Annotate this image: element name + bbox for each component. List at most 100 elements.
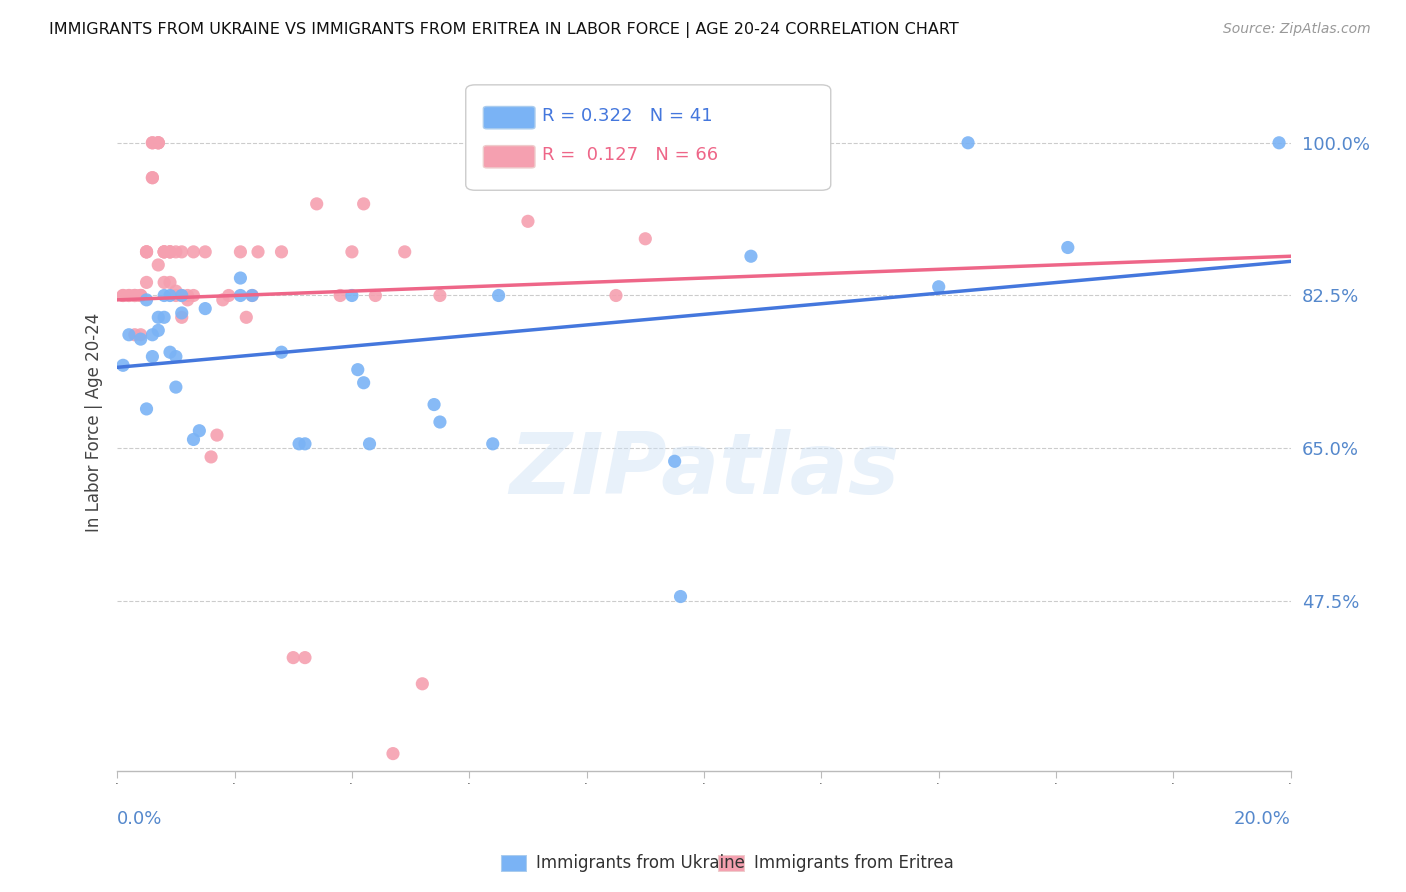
Point — [141, 327, 163, 342]
Point — [159, 244, 181, 259]
Point — [153, 244, 176, 259]
Point — [153, 288, 176, 302]
Point — [148, 136, 170, 150]
Point — [148, 136, 170, 150]
Point — [429, 415, 451, 429]
Point — [170, 288, 193, 302]
Point — [153, 276, 176, 290]
Point — [340, 244, 363, 259]
Point — [153, 244, 176, 259]
Point — [159, 276, 181, 290]
Point — [270, 244, 292, 259]
Point — [118, 288, 141, 302]
Point — [153, 310, 176, 325]
Point — [165, 284, 187, 298]
Point — [957, 136, 980, 150]
Point — [176, 293, 198, 307]
Point — [634, 232, 657, 246]
Point — [294, 650, 316, 665]
Text: R = 0.322   N = 41: R = 0.322 N = 41 — [543, 107, 713, 125]
Point — [200, 450, 222, 464]
Point — [112, 288, 135, 302]
FancyBboxPatch shape — [484, 106, 536, 128]
Point — [165, 244, 187, 259]
Point — [1268, 136, 1291, 150]
Point — [135, 244, 157, 259]
Point — [148, 258, 170, 272]
Point — [211, 293, 233, 307]
Text: R =  0.127   N = 66: R = 0.127 N = 66 — [543, 146, 718, 164]
Point — [141, 136, 163, 150]
Point — [124, 327, 146, 342]
Point — [165, 288, 187, 302]
Point — [148, 310, 170, 325]
Point — [148, 323, 170, 337]
Point — [353, 197, 375, 211]
Point — [488, 288, 510, 302]
Point — [664, 454, 686, 468]
Point — [481, 437, 503, 451]
Point — [205, 428, 228, 442]
Point — [170, 306, 193, 320]
Text: IMMIGRANTS FROM UKRAINE VS IMMIGRANTS FROM ERITREA IN LABOR FORCE | AGE 20-24 CO: IMMIGRANTS FROM UKRAINE VS IMMIGRANTS FR… — [49, 22, 959, 38]
Point — [294, 437, 316, 451]
Point — [183, 433, 205, 447]
Point — [229, 271, 252, 285]
Point — [170, 244, 193, 259]
Text: 0.0%: 0.0% — [117, 810, 163, 828]
Point — [141, 136, 163, 150]
Point — [153, 244, 176, 259]
Point — [159, 244, 181, 259]
Point — [188, 424, 211, 438]
Point — [165, 380, 187, 394]
FancyBboxPatch shape — [465, 85, 831, 190]
Point — [129, 332, 152, 346]
Point — [423, 398, 446, 412]
Point — [247, 244, 270, 259]
Point — [669, 590, 692, 604]
Point — [129, 327, 152, 342]
Point — [928, 279, 950, 293]
Point — [240, 288, 263, 302]
Point — [240, 288, 263, 302]
Text: ZIPatlas: ZIPatlas — [509, 429, 898, 512]
Point — [141, 170, 163, 185]
Point — [229, 244, 252, 259]
Point — [382, 747, 405, 761]
Text: Immigrants from Eritrea: Immigrants from Eritrea — [754, 855, 953, 872]
Text: Immigrants from Ukraine: Immigrants from Ukraine — [536, 855, 745, 872]
Point — [135, 401, 157, 416]
Point — [270, 345, 292, 359]
Point — [283, 650, 305, 665]
Point — [411, 677, 433, 691]
Point — [118, 327, 141, 342]
Point — [124, 288, 146, 302]
Y-axis label: In Labor Force | Age 20-24: In Labor Force | Age 20-24 — [86, 312, 103, 532]
Point — [429, 288, 451, 302]
Point — [112, 359, 135, 373]
Point — [135, 276, 157, 290]
Point — [124, 288, 146, 302]
Point — [364, 288, 387, 302]
Point — [605, 288, 627, 302]
Point — [129, 288, 152, 302]
Point — [183, 288, 205, 302]
Point — [194, 301, 217, 316]
Point — [329, 288, 352, 302]
Point — [176, 288, 198, 302]
Point — [135, 293, 157, 307]
Point — [288, 437, 311, 451]
Point — [346, 362, 368, 376]
Point — [141, 170, 163, 185]
Point — [165, 350, 187, 364]
Point — [194, 244, 217, 259]
Point — [359, 437, 381, 451]
Point — [183, 244, 205, 259]
Point — [1056, 240, 1078, 254]
Point — [235, 310, 257, 325]
Point — [394, 244, 416, 259]
Text: Source: ZipAtlas.com: Source: ZipAtlas.com — [1223, 22, 1371, 37]
Point — [170, 288, 193, 302]
Point — [159, 288, 181, 302]
Point — [141, 350, 163, 364]
